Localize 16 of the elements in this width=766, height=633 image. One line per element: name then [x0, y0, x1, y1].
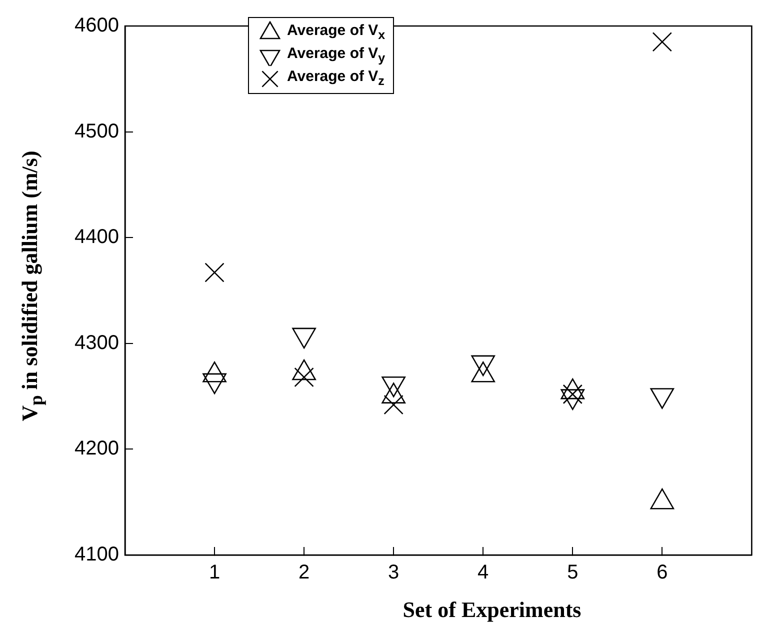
- x-axis-title: Set of Experiments: [402, 597, 582, 623]
- x-tick-label: 2: [298, 562, 310, 584]
- legend-label: Average of V$_{x}$: [287, 22, 386, 42]
- x-tick-label: 1: [208, 562, 220, 584]
- y-tick-label: 4500: [74, 120, 119, 142]
- y-tick-label: 4600: [74, 14, 119, 37]
- y-tick-label: 4400: [74, 226, 119, 248]
- y-tick-label: 4200: [74, 438, 119, 460]
- y-tick-label: 4100: [74, 544, 119, 566]
- x-tick-label: 4: [478, 562, 489, 584]
- x-tick-label: 5: [567, 562, 578, 584]
- legend-label: Average of V$_{y}$: [287, 44, 386, 64]
- x-tick-label: 6: [656, 562, 668, 584]
- y-tick-label: 4300: [74, 332, 119, 354]
- legend-label: Average of V$_{z}$: [287, 68, 384, 88]
- x-tick-label: 3: [388, 562, 400, 584]
